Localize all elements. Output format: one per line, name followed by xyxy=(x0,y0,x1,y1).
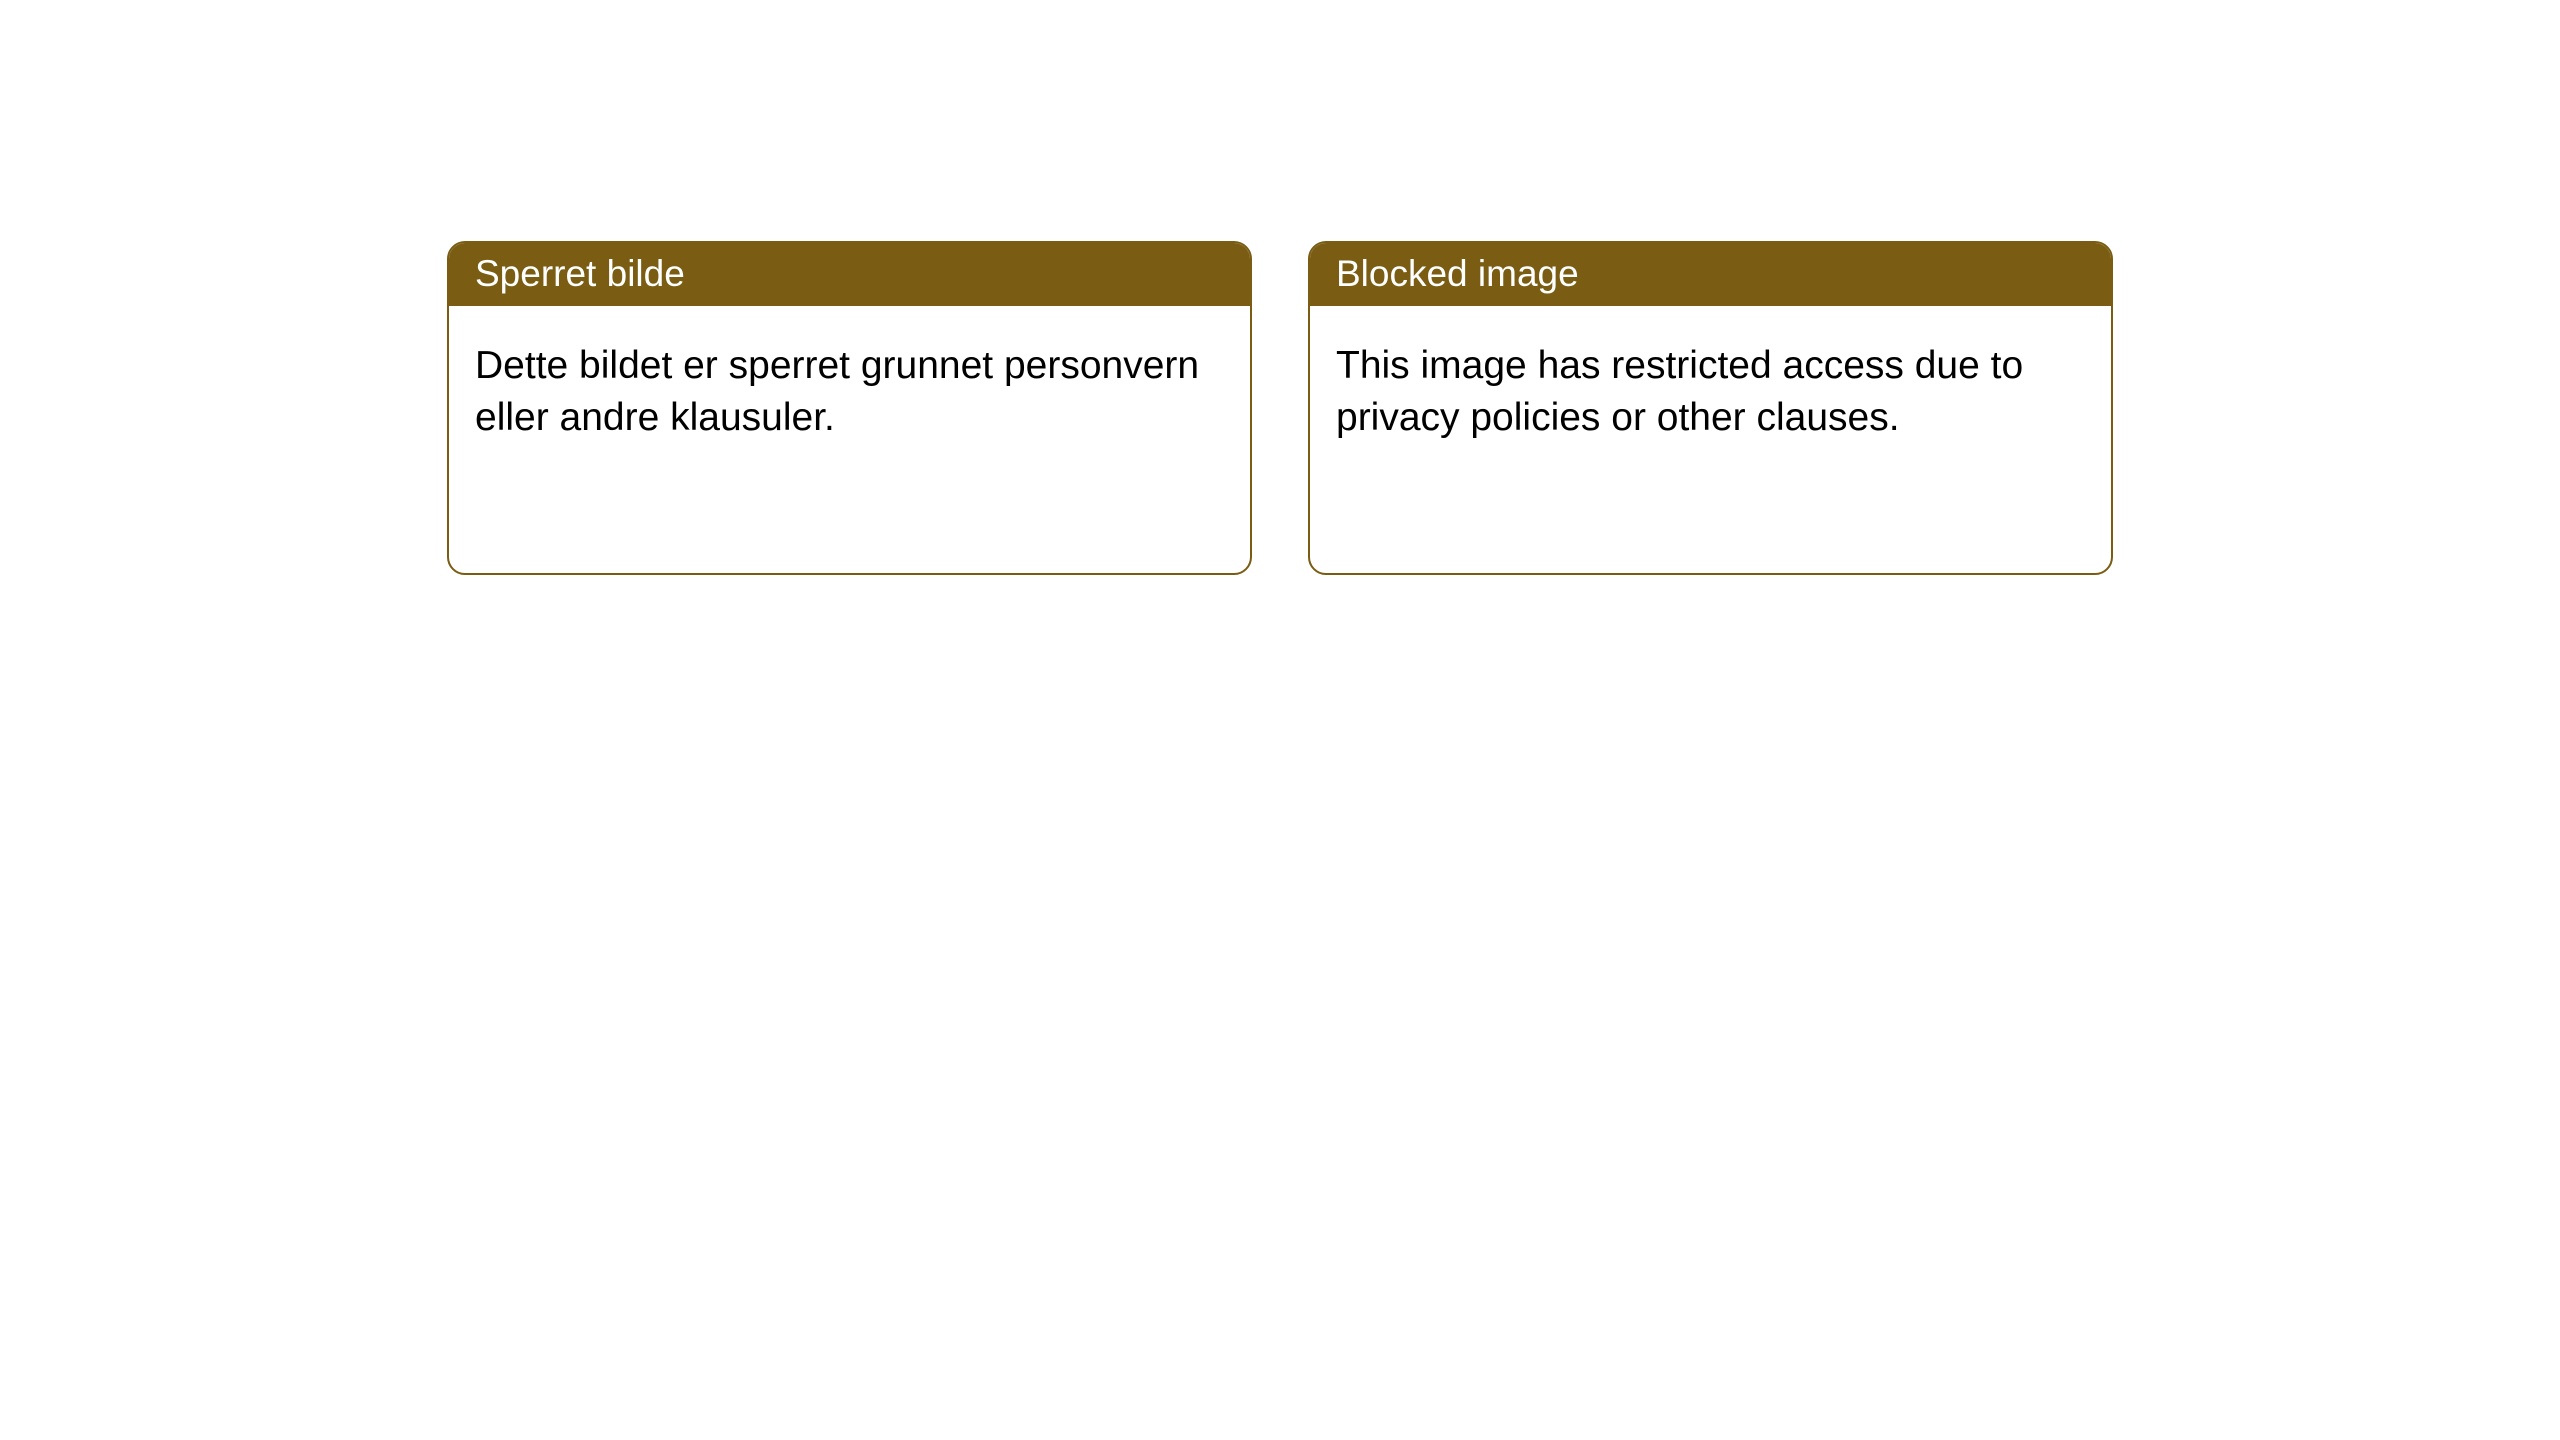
notice-container: Sperret bilde Dette bildet er sperret gr… xyxy=(447,241,2113,575)
notice-title: Blocked image xyxy=(1336,253,1579,294)
notice-card-norwegian: Sperret bilde Dette bildet er sperret gr… xyxy=(447,241,1252,575)
notice-card-header: Sperret bilde xyxy=(449,243,1250,306)
notice-body-text: This image has restricted access due to … xyxy=(1336,344,2023,439)
notice-card-body: This image has restricted access due to … xyxy=(1310,306,2111,470)
notice-body-text: Dette bildet er sperret grunnet personve… xyxy=(475,344,1199,439)
notice-card-body: Dette bildet er sperret grunnet personve… xyxy=(449,306,1250,470)
notice-card-english: Blocked image This image has restricted … xyxy=(1308,241,2113,575)
notice-card-header: Blocked image xyxy=(1310,243,2111,306)
notice-title: Sperret bilde xyxy=(475,253,685,294)
